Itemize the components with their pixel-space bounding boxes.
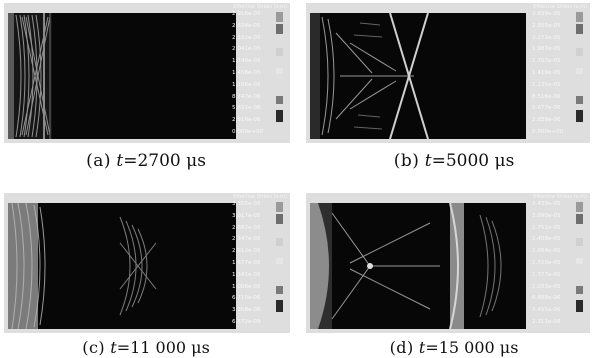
- legend-tick: 2.012e-05: [232, 248, 261, 255]
- stress-field-b: [310, 13, 429, 139]
- legend-tick: 3.455e-06: [532, 307, 561, 314]
- legend-tick: 3.090e-05: [532, 212, 561, 219]
- legend-tick: 6.898e-06: [532, 295, 561, 302]
- legend-tick: 1.341e-05: [232, 271, 261, 278]
- caption-label: (d): [389, 338, 414, 357]
- legend-swatches-d: [576, 202, 586, 324]
- panel-c: Effective Stress (v-m) 3.355e-05 3.017e-…: [4, 193, 290, 333]
- legend-tick: 2.839e-05: [532, 11, 561, 17]
- stress-field-c: [8, 203, 157, 329]
- legend-tick: 2.624e-05: [232, 22, 261, 29]
- caption-value: =5000 μs: [431, 151, 515, 171]
- caption-d: (d) t=15 000 μs: [334, 339, 574, 356]
- caption-value: =15 000 μs: [425, 338, 519, 357]
- panel-a: Effective Stress (v-m) 2.916e-05 2.624e-…: [4, 3, 290, 143]
- caption-variable: t: [424, 151, 432, 171]
- legend-tick: 2.041e-05: [232, 46, 261, 53]
- legend-title-b: Effective Stress (v-m): [533, 4, 587, 10]
- caption-label: (c): [82, 338, 106, 357]
- legend-tick: 1.419e-05: [532, 69, 561, 76]
- legend-tick: 2.682e-05: [232, 224, 261, 231]
- legend-tick: 8.516e-06: [532, 93, 561, 100]
- legend-tick: 5.831e-06: [232, 105, 261, 112]
- simulation-plot-c: [8, 203, 236, 329]
- panel-b: Effective Stress (v-m) 2.839e-05 2.555e-…: [306, 3, 590, 143]
- legend-tick: 2.347e-05: [232, 236, 261, 243]
- simulation-plot-a: [8, 13, 236, 139]
- legend-tick: 6.710e-06: [232, 295, 261, 302]
- legend-tick: 0.000e+00: [532, 128, 564, 135]
- stress-field-a: [8, 13, 52, 139]
- legend-tick: 1.720e-05: [532, 259, 561, 266]
- legend-tick: 8.747e-06: [232, 93, 261, 100]
- legend-tick: 1.987e-05: [532, 46, 561, 53]
- stress-field-d: [310, 203, 502, 329]
- legend-tick: 1.166e-05: [232, 81, 261, 88]
- legend-tick: 3.439e-05: [532, 201, 561, 207]
- legend-tick: 5.677e-06: [532, 105, 561, 112]
- caption-value: =2700 μs: [123, 151, 206, 171]
- legend-title-d: Effective Stress (v-m): [533, 194, 587, 200]
- panel-d: Effective Stress (v-m) 3.439e-05 3.090e-…: [306, 193, 590, 333]
- caption-value: =11 000 μs: [116, 338, 210, 357]
- caption-label: (b): [393, 151, 420, 171]
- legend-ticks-a: 2.916e-05 2.624e-05 2.332e-05 2.041e-05 …: [230, 11, 274, 135]
- legend-tick: 1.677e-05: [232, 259, 261, 266]
- legend-tick: 2.839e-06: [532, 117, 561, 124]
- color-legend-c: Effective Stress (v-m) 3.355e-05 3.017e-…: [230, 193, 290, 333]
- legend-swatches-b: [576, 12, 586, 134]
- legend-tick: 2.311e-08: [532, 318, 561, 325]
- legend-tick: 1.458e-05: [232, 69, 261, 76]
- legend-title-a: Effective Stress (v-m): [233, 4, 287, 10]
- legend-tick: 3.017e-05: [232, 212, 261, 219]
- legend-title-c: Effective Stress (v-m): [233, 194, 287, 200]
- color-legend-a: Effective Stress (v-m) 2.916e-05 2.624e-…: [230, 3, 290, 143]
- caption-c: (c) t=11 000 μs: [26, 339, 266, 356]
- caption-variable: t: [116, 151, 124, 171]
- legend-tick: 1.135e-05: [532, 81, 561, 88]
- legend-ticks-b: 2.839e-05 2.555e-05 2.271e-05 1.987e-05 …: [530, 11, 574, 135]
- caption-label: (a): [86, 151, 111, 171]
- legend-tick: 2.916e-05: [232, 11, 261, 17]
- legend-tick: 3.355e-05: [232, 201, 261, 207]
- legend-tick: 2.064e-05: [532, 248, 561, 255]
- color-legend-b: Effective Stress (v-m) 2.839e-05 2.555e-…: [530, 3, 590, 143]
- legend-ticks-c: 3.355e-05 3.017e-05 2.682e-05 2.347e-05 …: [230, 201, 274, 325]
- legend-tick: 2.916e-06: [232, 117, 261, 124]
- color-legend-d: Effective Stress (v-m) 3.439e-05 3.090e-…: [530, 193, 590, 333]
- legend-tick: 1.033e-05: [532, 283, 561, 290]
- legend-tick: 1.006e-05: [232, 283, 261, 290]
- simulation-plot-d: [310, 203, 526, 329]
- legend-swatches-a: [276, 12, 286, 134]
- legend-tick: 0.000e+00: [232, 128, 264, 135]
- legend-tick: 1.703e-05: [532, 58, 561, 65]
- legend-swatches-c: [276, 202, 286, 324]
- caption-variable: t: [110, 338, 117, 357]
- simulation-plot-b: [310, 13, 526, 139]
- caption-a: (a) t=2700 μs: [26, 151, 266, 171]
- caption-b: (b) t=5000 μs: [334, 151, 574, 171]
- legend-tick: 2.555e-05: [532, 22, 561, 29]
- legend-tick: 2.751e-05: [532, 224, 561, 231]
- legend-tick: 1.749e-05: [232, 58, 261, 65]
- legend-tick: 2.271e-05: [532, 34, 561, 41]
- legend-tick: 3.358e-06: [232, 307, 261, 314]
- caption-variable: t: [418, 338, 426, 357]
- legend-tick: 2.332e-05: [232, 34, 261, 41]
- legend-ticks-d: 3.439e-05 3.090e-05 2.751e-05 2.408e-05 …: [530, 201, 574, 325]
- legend-tick: 2.408e-05: [532, 236, 561, 243]
- legend-tick: 6.572e-09: [232, 318, 261, 325]
- legend-tick: 1.377e-05: [532, 271, 561, 278]
